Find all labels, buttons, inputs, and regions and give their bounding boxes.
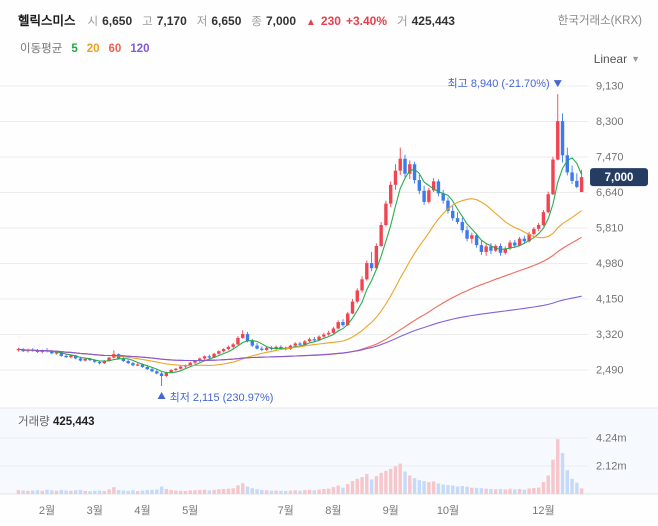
low-price-field: 저 6,650 bbox=[197, 13, 242, 29]
svg-text:최고 8,940 (-21.70%): 최고 8,940 (-21.70%) bbox=[448, 77, 550, 90]
svg-text:2,490: 2,490 bbox=[596, 365, 624, 377]
svg-text:8월: 8월 bbox=[325, 504, 341, 517]
grid-layer bbox=[0, 85, 588, 467]
high-marker-icon bbox=[553, 80, 562, 88]
svg-text:3월: 3월 bbox=[87, 504, 103, 517]
chevron-down-icon: ▼ bbox=[631, 54, 640, 64]
volume-label: 거 bbox=[397, 16, 408, 28]
svg-text:7,000: 7,000 bbox=[605, 172, 634, 184]
svg-text:6,640: 6,640 bbox=[596, 187, 624, 199]
svg-text:12월: 12월 bbox=[532, 504, 554, 517]
exchange-label: 한국거래소(KRX) bbox=[557, 15, 642, 27]
change-percent: +3.40% bbox=[345, 14, 387, 28]
svg-text:10월: 10월 bbox=[437, 504, 459, 517]
open-label: 시 bbox=[87, 16, 99, 28]
low-marker-icon bbox=[157, 392, 166, 400]
high-price-field: 고 7,170 bbox=[142, 13, 187, 29]
volume-field: 거 425,443 bbox=[397, 13, 455, 29]
close-label: 종 bbox=[251, 16, 262, 28]
close-value: 7,000 bbox=[265, 14, 297, 28]
current-price-badge: 7,000 bbox=[590, 168, 648, 187]
svg-text:최저 2,115 (230.97%): 최저 2,115 (230.97%) bbox=[170, 391, 274, 404]
svg-text:5월: 5월 bbox=[182, 504, 198, 517]
ma-legend-title: 이동평균 bbox=[20, 43, 63, 55]
moving-average-legend: 이동평균 5 20 60 120 bbox=[20, 40, 150, 56]
svg-text:4월: 4월 bbox=[134, 504, 150, 517]
scale-selector-label: Linear bbox=[593, 52, 628, 66]
price-change: ▲ 230 +3.40% bbox=[306, 14, 387, 28]
high-value: 7,170 bbox=[156, 14, 187, 28]
svg-text:8,300: 8,300 bbox=[596, 116, 624, 128]
close-price-field: 종 7,000 bbox=[251, 13, 296, 29]
svg-text:4,980: 4,980 bbox=[596, 258, 624, 270]
price-axis-labels: 9,130 8,300 7,470 6,640 5,810 4,980 4,150 3,320… bbox=[596, 81, 627, 473]
high-label: 고 bbox=[142, 16, 153, 28]
change-value: 230 bbox=[320, 14, 341, 28]
header: 헬릭스미스 시 6,650 고 7,170 저 6,650 종 7,000 ▲ … bbox=[18, 10, 455, 29]
svg-text:7월: 7월 bbox=[278, 504, 294, 517]
low-value: 6,650 bbox=[211, 14, 242, 28]
volume-value: 425,443 bbox=[411, 14, 455, 28]
up-arrow-icon: ▲ bbox=[306, 17, 316, 28]
open-price-field: 시 6,650 bbox=[88, 13, 133, 29]
svg-text:7,470: 7,470 bbox=[596, 152, 624, 164]
low-label: 저 bbox=[196, 16, 208, 28]
price-volume-chart[interactable]: 9,130 8,300 7,470 6,640 5,810 4,980 4,150 3,320… bbox=[0, 64, 658, 526]
open-value: 6,650 bbox=[102, 14, 133, 28]
annotation-low: 최저 2,115 (230.97%) bbox=[157, 391, 274, 404]
stock-name: 헬릭스미스 bbox=[18, 14, 76, 28]
volume-pane-title: 거래량 425,443 bbox=[18, 415, 95, 428]
svg-text:9월: 9월 bbox=[383, 504, 399, 517]
ma20-legend: 20 bbox=[86, 43, 100, 55]
svg-text:5,810: 5,810 bbox=[596, 223, 624, 235]
svg-text:2월: 2월 bbox=[39, 504, 55, 517]
ma120-legend: 120 bbox=[130, 43, 150, 55]
month-axis-labels: 2월 3월 4월 5월 7월 8월 9월 10월 12월 bbox=[39, 504, 555, 517]
ma60-legend: 60 bbox=[108, 43, 122, 55]
svg-text:3,320: 3,320 bbox=[596, 329, 624, 341]
candles-layer bbox=[16, 94, 584, 387]
annotation-high: 최고 8,940 (-21.70%) bbox=[448, 77, 562, 90]
svg-text:4,150: 4,150 bbox=[596, 294, 624, 306]
scale-selector[interactable]: Linear ▼ bbox=[594, 52, 640, 66]
svg-text:4.24m: 4.24m bbox=[596, 433, 627, 445]
svg-text:2.12m: 2.12m bbox=[596, 461, 627, 473]
svg-text:9,130: 9,130 bbox=[596, 81, 624, 93]
ma5-legend: 5 bbox=[71, 43, 78, 55]
volume-bars-layer bbox=[16, 439, 584, 494]
ma-lines-layer bbox=[18, 157, 583, 374]
